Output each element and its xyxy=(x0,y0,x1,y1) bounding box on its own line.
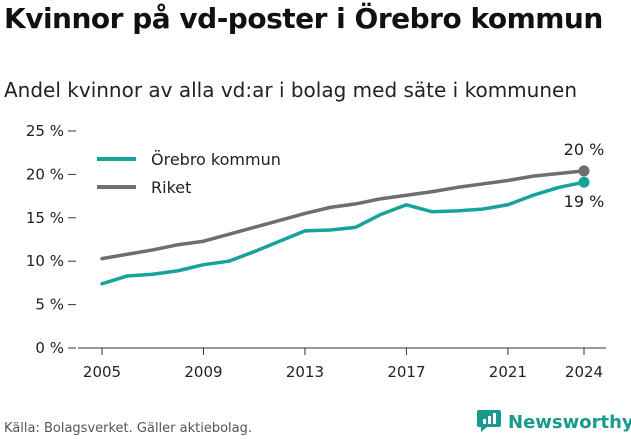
end-label-riket: 20 % xyxy=(564,140,605,159)
y-tick-label: 15 % xyxy=(26,209,64,227)
series-line-0 xyxy=(100,180,586,286)
x-tick-label: 2013 xyxy=(286,363,324,381)
x-tick-label: 2017 xyxy=(387,363,425,381)
y-tick-label: 10 % xyxy=(26,252,64,270)
x-tick-label: 2009 xyxy=(184,363,222,381)
chart-subtitle: Andel kvinnor av alla vd:ar i bolag med … xyxy=(4,78,577,102)
y-tick-label: 0 % xyxy=(35,339,64,357)
legend-label: Riket xyxy=(151,178,191,197)
series-lines xyxy=(100,165,590,286)
newsworthy-brand: Newsworthy xyxy=(476,408,631,436)
y-tick-label: 5 % xyxy=(35,296,64,314)
y-tick-label: 25 % xyxy=(26,122,64,140)
legend: Örebro kommun Riket xyxy=(97,150,281,197)
newsworthy-logo-icon xyxy=(476,407,502,437)
source-note: Källa: Bolagsverket. Gäller aktiebolag. xyxy=(4,421,253,436)
series-line-1 xyxy=(100,169,586,261)
y-axis-ticks: 0 % 5 % 10 % 15 % 20 % 25 % xyxy=(26,122,76,357)
chart-title: Kvinnor på vd-poster i Örebro kommun xyxy=(4,2,603,35)
series-end-point-1 xyxy=(578,165,590,177)
end-labels: 20 % 19 % xyxy=(564,140,605,211)
x-axis-ticks: 2005 2009 2013 2017 2021 2024 xyxy=(83,348,603,381)
end-label-orebro: 19 % xyxy=(564,192,605,211)
x-tick-label: 2021 xyxy=(489,363,527,381)
x-tick-label: 2024 xyxy=(565,363,603,381)
y-tick-label: 20 % xyxy=(26,165,64,183)
x-tick-label: 2005 xyxy=(83,363,121,381)
legend-label: Örebro kommun xyxy=(151,150,281,169)
brand-name: Newsworthy xyxy=(508,411,631,433)
series-end-point-0 xyxy=(578,176,590,188)
